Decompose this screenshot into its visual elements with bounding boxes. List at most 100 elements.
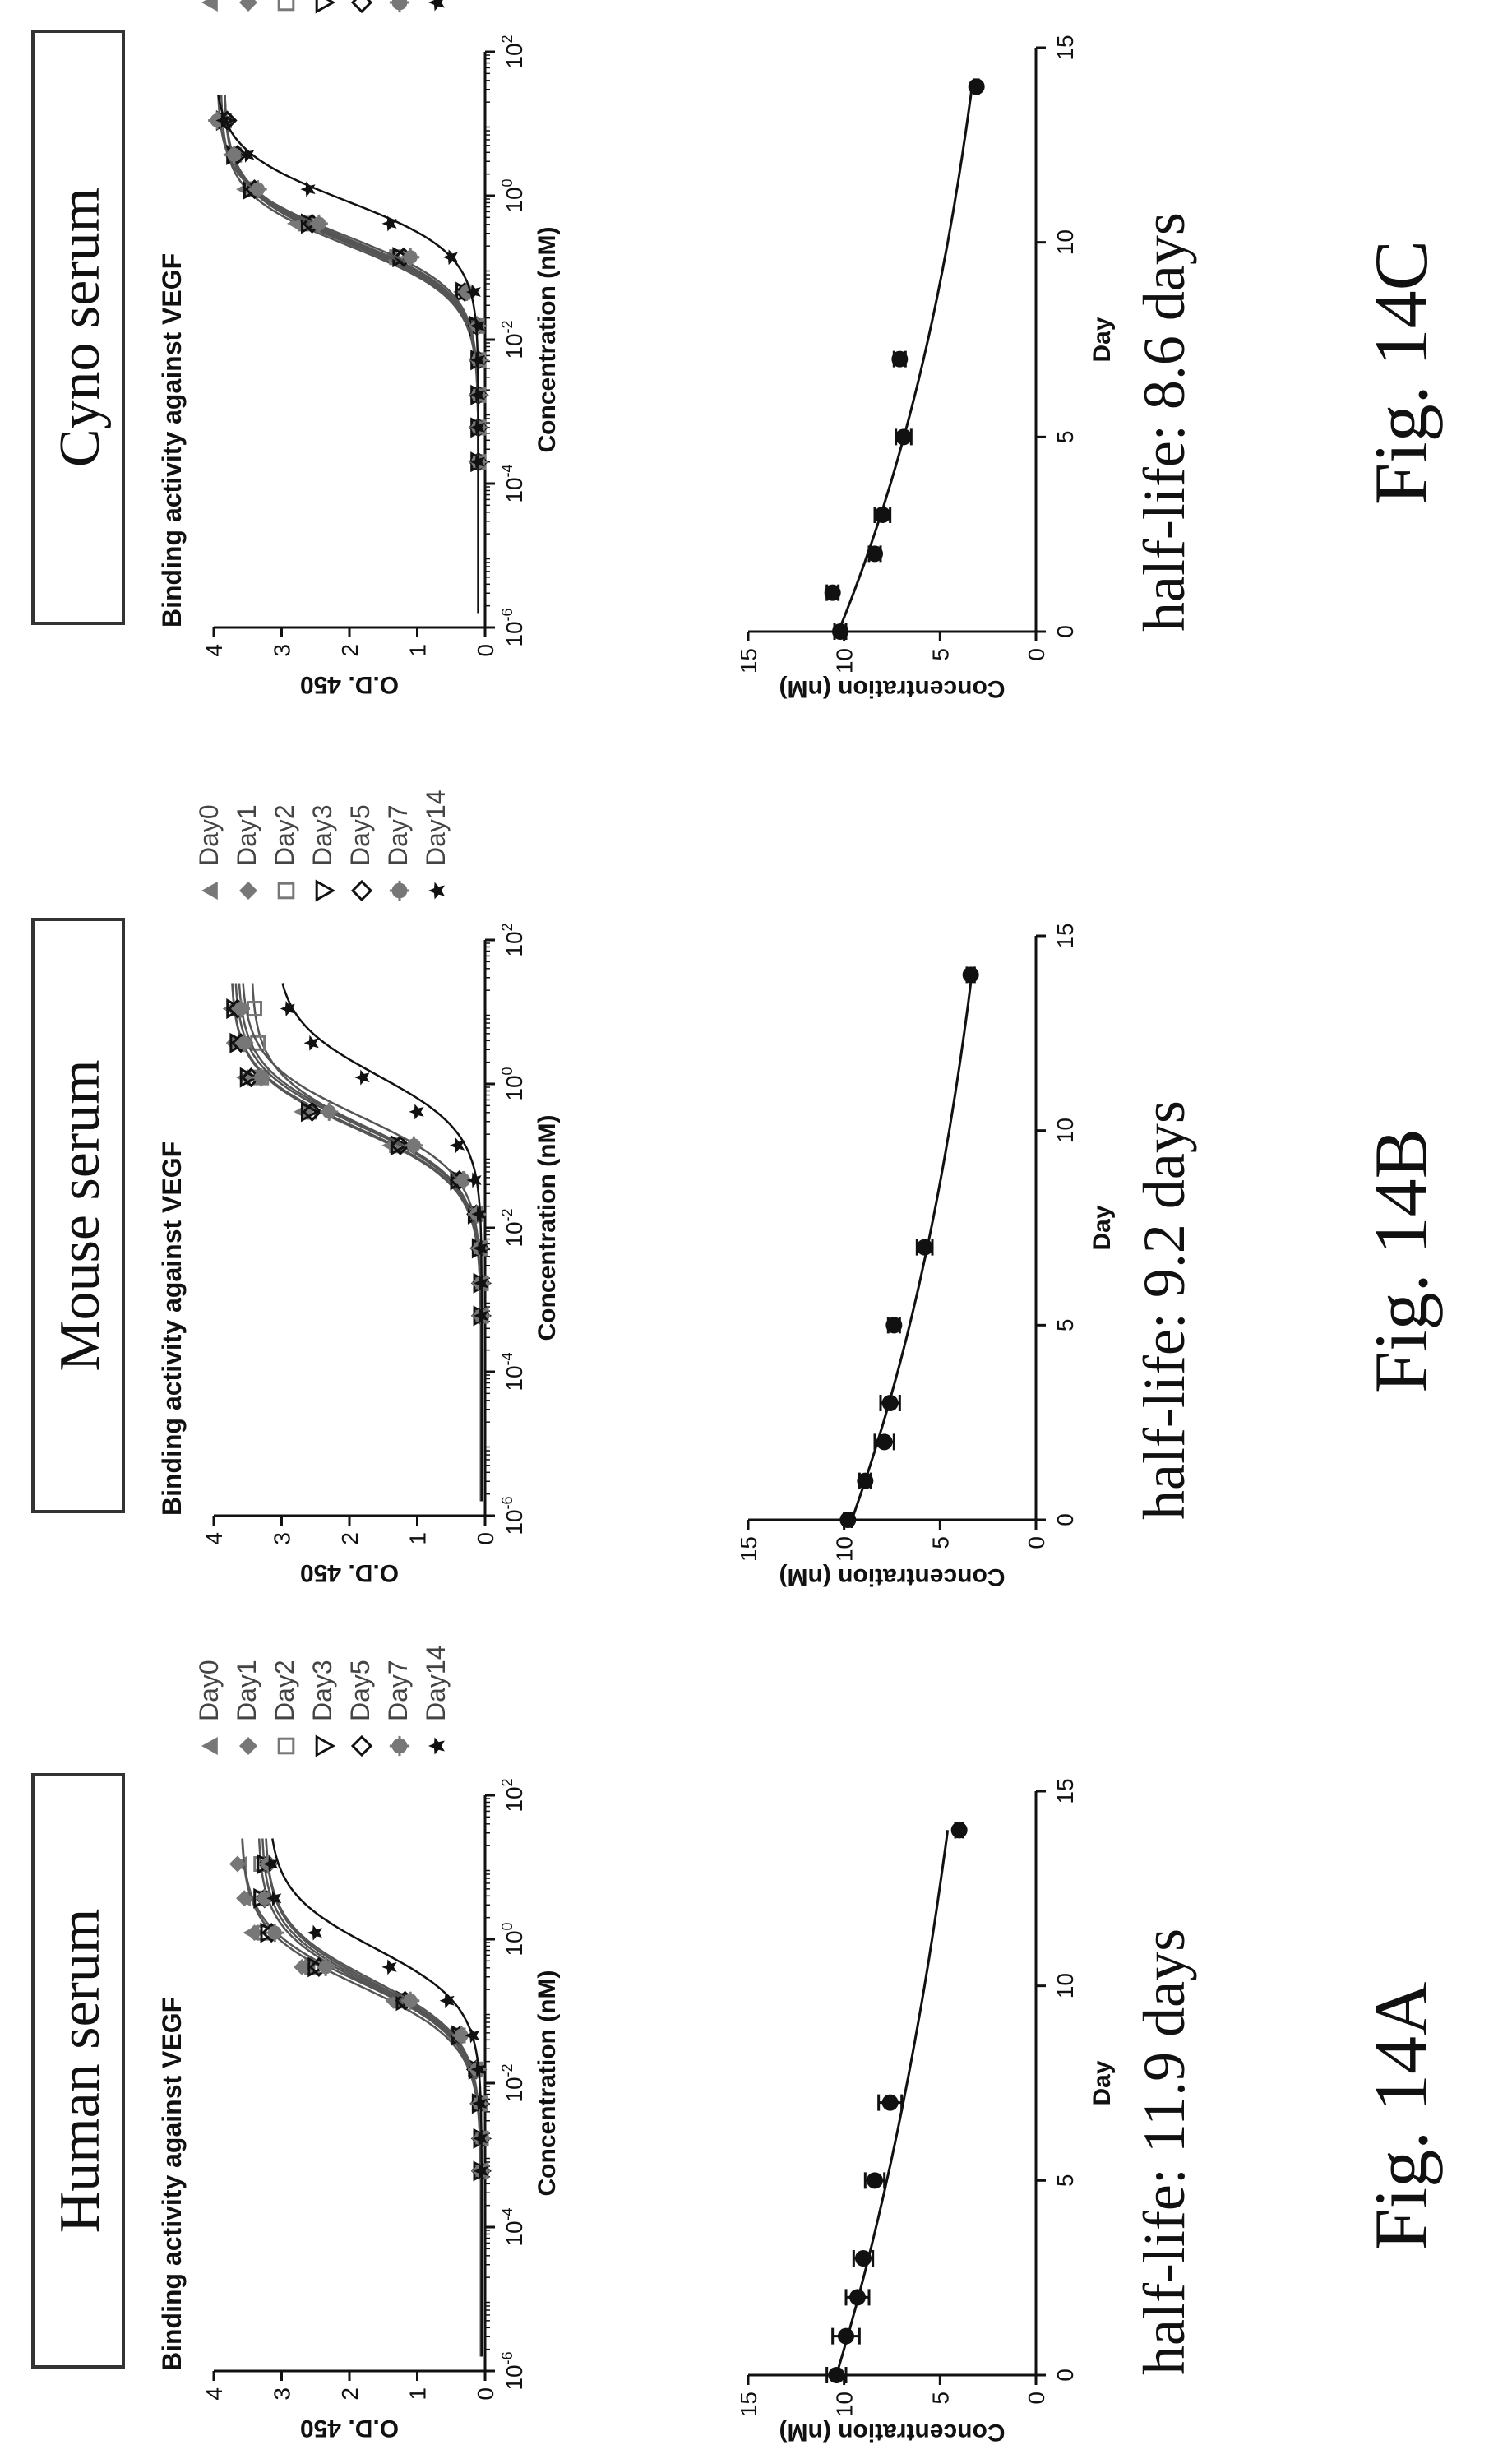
panel-14c: Cyno serum Binding activity against VEGF 0… xyxy=(31,0,1443,702)
tick-label: 5 xyxy=(1052,431,1078,444)
data-point xyxy=(849,2289,866,2306)
legend-label: Day2 xyxy=(270,1660,299,1721)
legend-marker xyxy=(428,882,445,900)
tick-label: 5 xyxy=(1052,2174,1078,2188)
series-day2 xyxy=(253,1838,489,2357)
data-point xyxy=(409,1104,424,1120)
serum-label: Cyno serum xyxy=(49,188,112,467)
tick-label: 10 xyxy=(832,1536,858,1562)
binding-chart: Binding activity against VEGF 0 1 2 3 4 10-6 10… xyxy=(157,1646,561,2443)
tick-label: 4 xyxy=(201,1532,227,1545)
series-day1 xyxy=(225,983,490,1502)
data-point-spokes xyxy=(401,1991,420,2010)
panel-14b: Mouse serum Binding activity against VEGF… xyxy=(31,790,1443,1591)
data-point xyxy=(832,623,848,640)
series-day1 xyxy=(229,1838,490,2357)
x-axis-label: Concentration (nM) xyxy=(534,1970,561,2197)
data-point xyxy=(280,1001,295,1016)
legend-label: Day3 xyxy=(307,804,337,866)
data-point xyxy=(439,1993,455,2009)
data-point xyxy=(824,584,841,601)
data-point xyxy=(895,428,912,446)
legend-marker xyxy=(239,1737,257,1755)
y-axis-label: Concentration (nM) xyxy=(779,2419,1006,2445)
legend-label: Day14 xyxy=(421,790,451,867)
figure-label: Fig. 14B xyxy=(1359,1128,1443,1393)
data-point xyxy=(469,387,485,403)
fit-curve xyxy=(251,983,483,1502)
concentration-chart: 0 5 10 15 0 5 10 15 Day Concentration (nM) xyxy=(736,923,1116,1591)
tick-label: 4 xyxy=(201,2387,227,2401)
tick-label: 15 xyxy=(1052,1778,1078,1804)
data-point-spokes xyxy=(266,1924,284,1943)
legend-marker xyxy=(350,879,373,902)
legend-label: Day14 xyxy=(421,1646,451,1722)
data-point xyxy=(469,454,485,470)
tick-label: 100 xyxy=(499,1067,527,1100)
tick-label: 2 xyxy=(337,644,363,657)
data-point xyxy=(867,545,883,563)
fit-curve xyxy=(217,95,479,614)
series-day0 xyxy=(233,1838,488,2357)
tick-label: 4 xyxy=(201,644,227,657)
series-day0 xyxy=(212,95,485,614)
data-point xyxy=(266,1890,282,1906)
x-axis-label: Day xyxy=(1089,317,1116,362)
data-point xyxy=(381,1959,397,1975)
legend-label: Day7 xyxy=(383,804,413,866)
series-day2 xyxy=(247,983,489,1502)
y-axis-label: O.D. 450 xyxy=(300,671,399,698)
tick-label: 10-6 xyxy=(499,1496,527,1535)
concentration-chart: 0 5 10 15 0 5 10 15 Day Concentration (nM) xyxy=(736,35,1116,702)
fit-curve xyxy=(265,1838,483,2357)
legend-marker-spokes xyxy=(389,1735,410,1757)
legend-label: Day1 xyxy=(232,1660,261,1721)
fit-curve xyxy=(217,95,479,614)
legend-label: Day5 xyxy=(345,804,375,866)
serum-label-box xyxy=(31,918,125,1513)
tick-label: 15 xyxy=(1052,35,1078,60)
data-point xyxy=(950,1822,968,1839)
tick-label: 10-6 xyxy=(499,608,527,646)
chart-title: Binding activity against VEGF xyxy=(157,1141,187,1516)
data-point xyxy=(473,2163,488,2179)
serum-label: Human serum xyxy=(49,1909,112,2234)
x-axis-label: Day xyxy=(1089,1205,1116,1250)
tick-label: 10-6 xyxy=(499,2351,527,2390)
data-point xyxy=(450,1137,465,1154)
series-day3 xyxy=(215,95,489,614)
data-point-spokes xyxy=(320,1102,339,1121)
tick-label: 0 xyxy=(473,1532,498,1545)
series-day7 xyxy=(232,983,491,1502)
data-point-spokes xyxy=(309,214,328,233)
series-day5 xyxy=(227,983,492,1502)
tick-label: 102 xyxy=(499,1778,527,1812)
tick-label: 15 xyxy=(1052,923,1078,948)
series-day14 xyxy=(215,95,485,614)
legend-marker xyxy=(277,0,295,12)
data-point xyxy=(472,2095,488,2112)
data-point xyxy=(968,78,985,95)
legend-marker xyxy=(350,1734,373,1757)
series-day1 xyxy=(215,95,487,614)
data-point-spokes xyxy=(252,1068,270,1087)
y-axis-label: O.D. 450 xyxy=(300,1559,399,1586)
legend-label: Day1 xyxy=(232,804,261,866)
tick-label: 10 xyxy=(1052,1973,1078,1998)
tick-label: 10 xyxy=(832,2392,858,2417)
tick-label: 10-2 xyxy=(499,1208,527,1247)
data-point xyxy=(470,2061,486,2077)
data-point xyxy=(239,1069,257,1086)
data-point xyxy=(469,419,485,436)
legend-marker xyxy=(201,0,218,12)
tick-label: 1 xyxy=(405,2387,431,2401)
series-day7 xyxy=(208,95,488,614)
half-life-text: half-life: 11.9 days xyxy=(1131,1929,1197,2375)
fit-curve xyxy=(224,95,479,614)
serum-label: Mouse serum xyxy=(49,1059,112,1371)
data-point xyxy=(874,507,891,523)
half-life-text: half-life: 8.6 days xyxy=(1131,212,1197,632)
fit-curve xyxy=(261,1838,483,2357)
